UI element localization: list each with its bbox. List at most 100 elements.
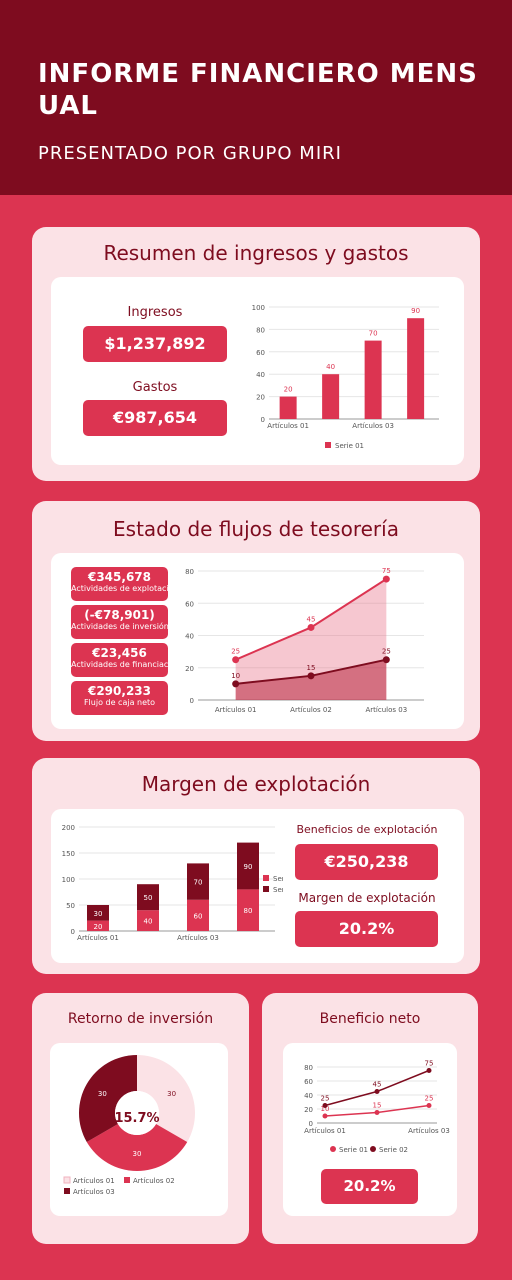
data-point [307,623,315,631]
header: INFORME FINANCIERO MENSUAL PRESENTADO PO… [0,0,512,195]
point-data-label: 25 [425,1095,434,1103]
flujo-explotacion: €345,678 Actividades de explotación [71,567,168,601]
data-point [426,1068,432,1073]
margen-title: Margen de explotación [141,772,371,796]
point-data-label: 75 [425,1060,434,1068]
flujo-inversion: (-€78,901) Actividades de inversión [71,605,168,639]
legend-label: Serie 01 [339,1146,368,1154]
report-subtitle: PRESENTADO POR GRUPO MIRI [38,143,342,164]
legend-label: Artículos 03 [73,1188,115,1196]
retorno-donut-chart: 30 30 30 Artículos 01 Artículos 02 Artículos … [63,1055,195,1196]
bar-data-label: 20 [284,386,293,394]
point-data-label: 10 [321,1105,330,1113]
flujo-inversion-label: Actividades de inversión [71,622,168,631]
y-tick-label: 60 [185,600,194,608]
beneficios-label: Beneficios de explotación [296,823,438,836]
x-tick-label: Artículos 01 [267,422,309,430]
x-tick-label: Artículos 01 [215,706,257,714]
stacked-bar-segment [137,910,159,931]
margen-label: Margen de explotación [298,891,436,905]
legend-swatch [263,875,269,881]
stacked-bar-segment [87,920,109,931]
y-tick-label: 20 [304,1106,313,1114]
y-tick-label: 0 [190,697,194,705]
stacked-bar-segment [187,899,209,931]
margen-panel: 0 50 100 150 200 20 30 40 50 60 70 80 90 Artículos 01… [51,809,464,963]
stacked-bar-segment [137,884,159,911]
legend-swatch [124,1177,130,1183]
flujo-neto-label: Flujo de caja neto [83,698,156,707]
flujos-area-chart: 0 20 40 60 80 25 45 75 10 15 25 Artículos 01 Artícul… [185,567,424,714]
point-data-label: 15 [307,664,316,672]
legend-swatch [263,886,269,892]
donut-hole [115,1091,159,1135]
retorno-card: Retorno de inversión 30 30 30 Artículos 01 A… [32,993,249,1244]
resumen-panel: Ingresos $1,237,892 Gastos €987,654 0 20 4… [51,277,464,465]
resumen-card: Resumen de ingresos y gastos Ingresos $1… [32,227,480,481]
flujo-neto-value: €290,233 [87,684,151,698]
legend-label: Serie 01 [335,442,364,450]
legend-label: Serie 02 [273,886,283,894]
ingresos-bar-chart: 0 20 40 60 80 100 20 40 70 90 Artículos 01 Artículo… [252,304,439,450]
donut-slice [86,1124,188,1171]
y-tick-label: 200 [62,824,75,832]
stacked-bar-segment [87,905,109,921]
y-tick-label: 80 [185,568,194,576]
resumen-title: Resumen de ingresos y gastos [103,241,409,265]
margen-stacked-chart: 0 50 100 150 200 20 30 40 50 60 70 80 90 Artículos 01… [62,824,283,942]
y-tick-label: 20 [256,394,265,402]
y-tick-label: 60 [256,349,265,357]
donut-slice [79,1055,137,1142]
legend-label: Serie 01 [273,875,283,883]
legend-swatch [330,1146,336,1152]
legend-label: Serie 02 [379,1146,408,1154]
ingresos-value: $1,237,892 [83,326,227,362]
segment-data-label: 20 [94,923,103,931]
segment-data-label: 60 [194,912,203,920]
legend-label: Artículos 01 [73,1177,115,1185]
data-point [374,1110,380,1115]
segment-data-label: 80 [244,907,253,915]
data-point [232,680,240,688]
y-tick-label: 80 [256,326,265,334]
neto-line-chart: 0 20 40 60 80 10 15 25 25 45 75 Artículos 01 Artícul… [304,1060,450,1155]
neto-value: 20.2% [321,1169,418,1204]
legend-swatch [325,442,331,448]
legend-swatch [63,1176,71,1184]
y-tick-label: 0 [261,416,265,424]
y-tick-label: 40 [256,371,265,379]
flujos-panel: €345,678 Actividades de explotación (-€7… [51,553,464,729]
point-data-label: 10 [231,672,240,680]
point-data-label: 25 [231,648,240,656]
point-data-label: 25 [382,648,391,656]
segment-data-label: 70 [194,879,203,887]
data-point [307,672,315,680]
point-data-label: 15 [373,1102,382,1110]
y-tick-label: 150 [62,850,75,858]
y-tick-label: 20 [185,665,194,673]
ingresos-label: Ingresos [127,305,183,320]
segment-data-label: 50 [144,894,153,902]
x-tick-label: Artículos 01 [304,1127,346,1135]
data-point [374,1089,380,1094]
data-point [322,1113,328,1119]
x-tick-label: Artículos 03 [366,706,408,714]
neto-card: Beneficio neto 0 20 40 60 80 10 15 25 25 45 75 Artí… [262,993,478,1244]
y-tick-label: 0 [71,928,75,936]
point-data-label: 45 [307,615,316,623]
flujo-financiacion: €23,456 Actividades de financiación [71,643,168,677]
margen-value: 20.2% [295,911,438,947]
x-tick-label: Artículos 02 [290,706,332,714]
bar [322,374,340,419]
segment-data-label: 40 [144,918,153,926]
bar-data-label: 90 [411,307,420,315]
y-tick-label: 40 [304,1092,313,1100]
data-point [426,1103,432,1108]
point-data-label: 25 [321,1095,330,1103]
bar-data-label: 70 [369,330,378,338]
flujos-title: Estado de flujos de tesorería [113,517,399,541]
flujo-financiacion-label: Actividades de financiación [71,660,168,669]
report-title: INFORME FINANCIERO MENSUAL [38,59,478,121]
flujo-financiacion-value: €23,456 [92,646,147,660]
stacked-bar-segment [237,842,259,890]
